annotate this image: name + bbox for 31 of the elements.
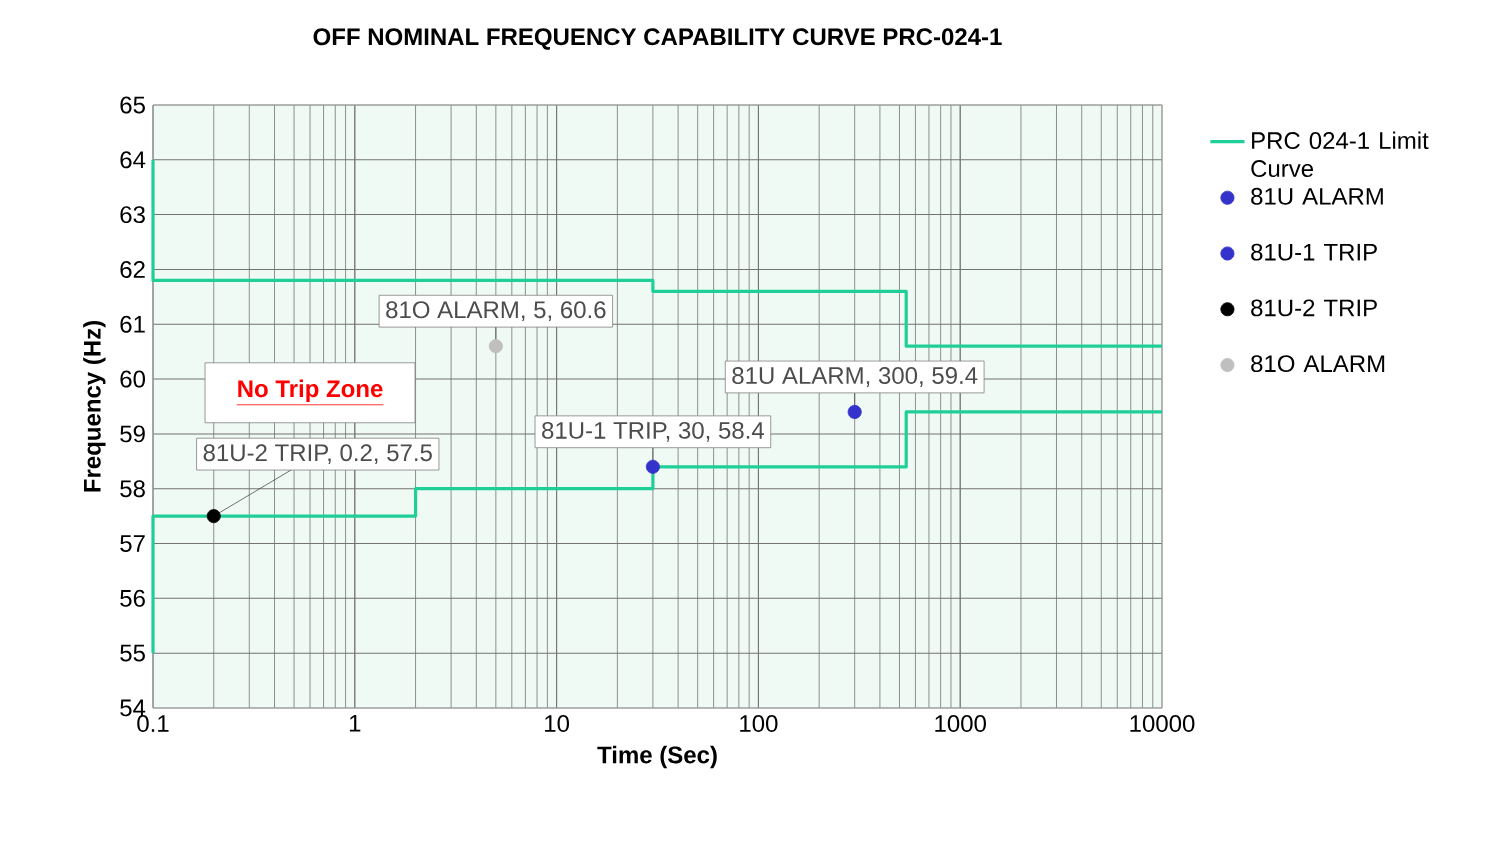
y-tick-label: 57	[120, 535, 145, 552]
y-tick-label: 64	[120, 151, 146, 169]
y-tick-label: 54	[120, 699, 146, 717]
y-tick-label: 56	[120, 589, 145, 607]
chart-title: OFF NOMINAL FREQUENCY CAPABILITY CURVE PRC-024-1	[313, 28, 1002, 50]
y-tick-label: 62	[120, 260, 145, 278]
data-label: 81U-1 TRIP, 30, 58.4	[542, 421, 764, 442]
x-tick-label: 100	[740, 715, 778, 733]
y-tick-label: 63	[120, 206, 145, 224]
legend-label: 81U ALARM	[1251, 187, 1383, 205]
legend-label: 81U-1 TRIP	[1251, 243, 1377, 261]
y-tick-label: 59	[120, 425, 145, 443]
legend-label: 81U-2 TRIP	[1251, 299, 1377, 317]
x-tick-label: 10000	[1130, 715, 1195, 733]
x-tick-label: 0.1	[137, 715, 169, 733]
annotation: No Trip Zone	[238, 379, 383, 402]
data-label: 81O ALARM, 5, 60.6	[386, 301, 606, 322]
y-axis-title: Frequency (Hz)	[83, 321, 106, 492]
data-label: 81U ALARM, 300, 59.4	[732, 367, 978, 387]
y-tick-label: 60	[120, 370, 146, 388]
y-tick-label: 58	[120, 480, 145, 498]
x-tick-label: 10	[545, 715, 570, 733]
x-tick-label: 1000	[935, 715, 986, 733]
y-tick-label: 61	[120, 315, 145, 333]
legend-label: PRC 024-1 Limit Curve	[1251, 131, 1429, 178]
x-tick-label: 1	[349, 715, 361, 732]
legend-label: 81O ALARM	[1251, 355, 1385, 373]
y-tick-label: 65	[120, 96, 145, 114]
x-axis-title: Time (Sec)	[597, 745, 717, 769]
data-label: 81U-2 TRIP, 0.2, 57.5	[203, 444, 432, 465]
y-tick-label: 55	[120, 644, 145, 662]
